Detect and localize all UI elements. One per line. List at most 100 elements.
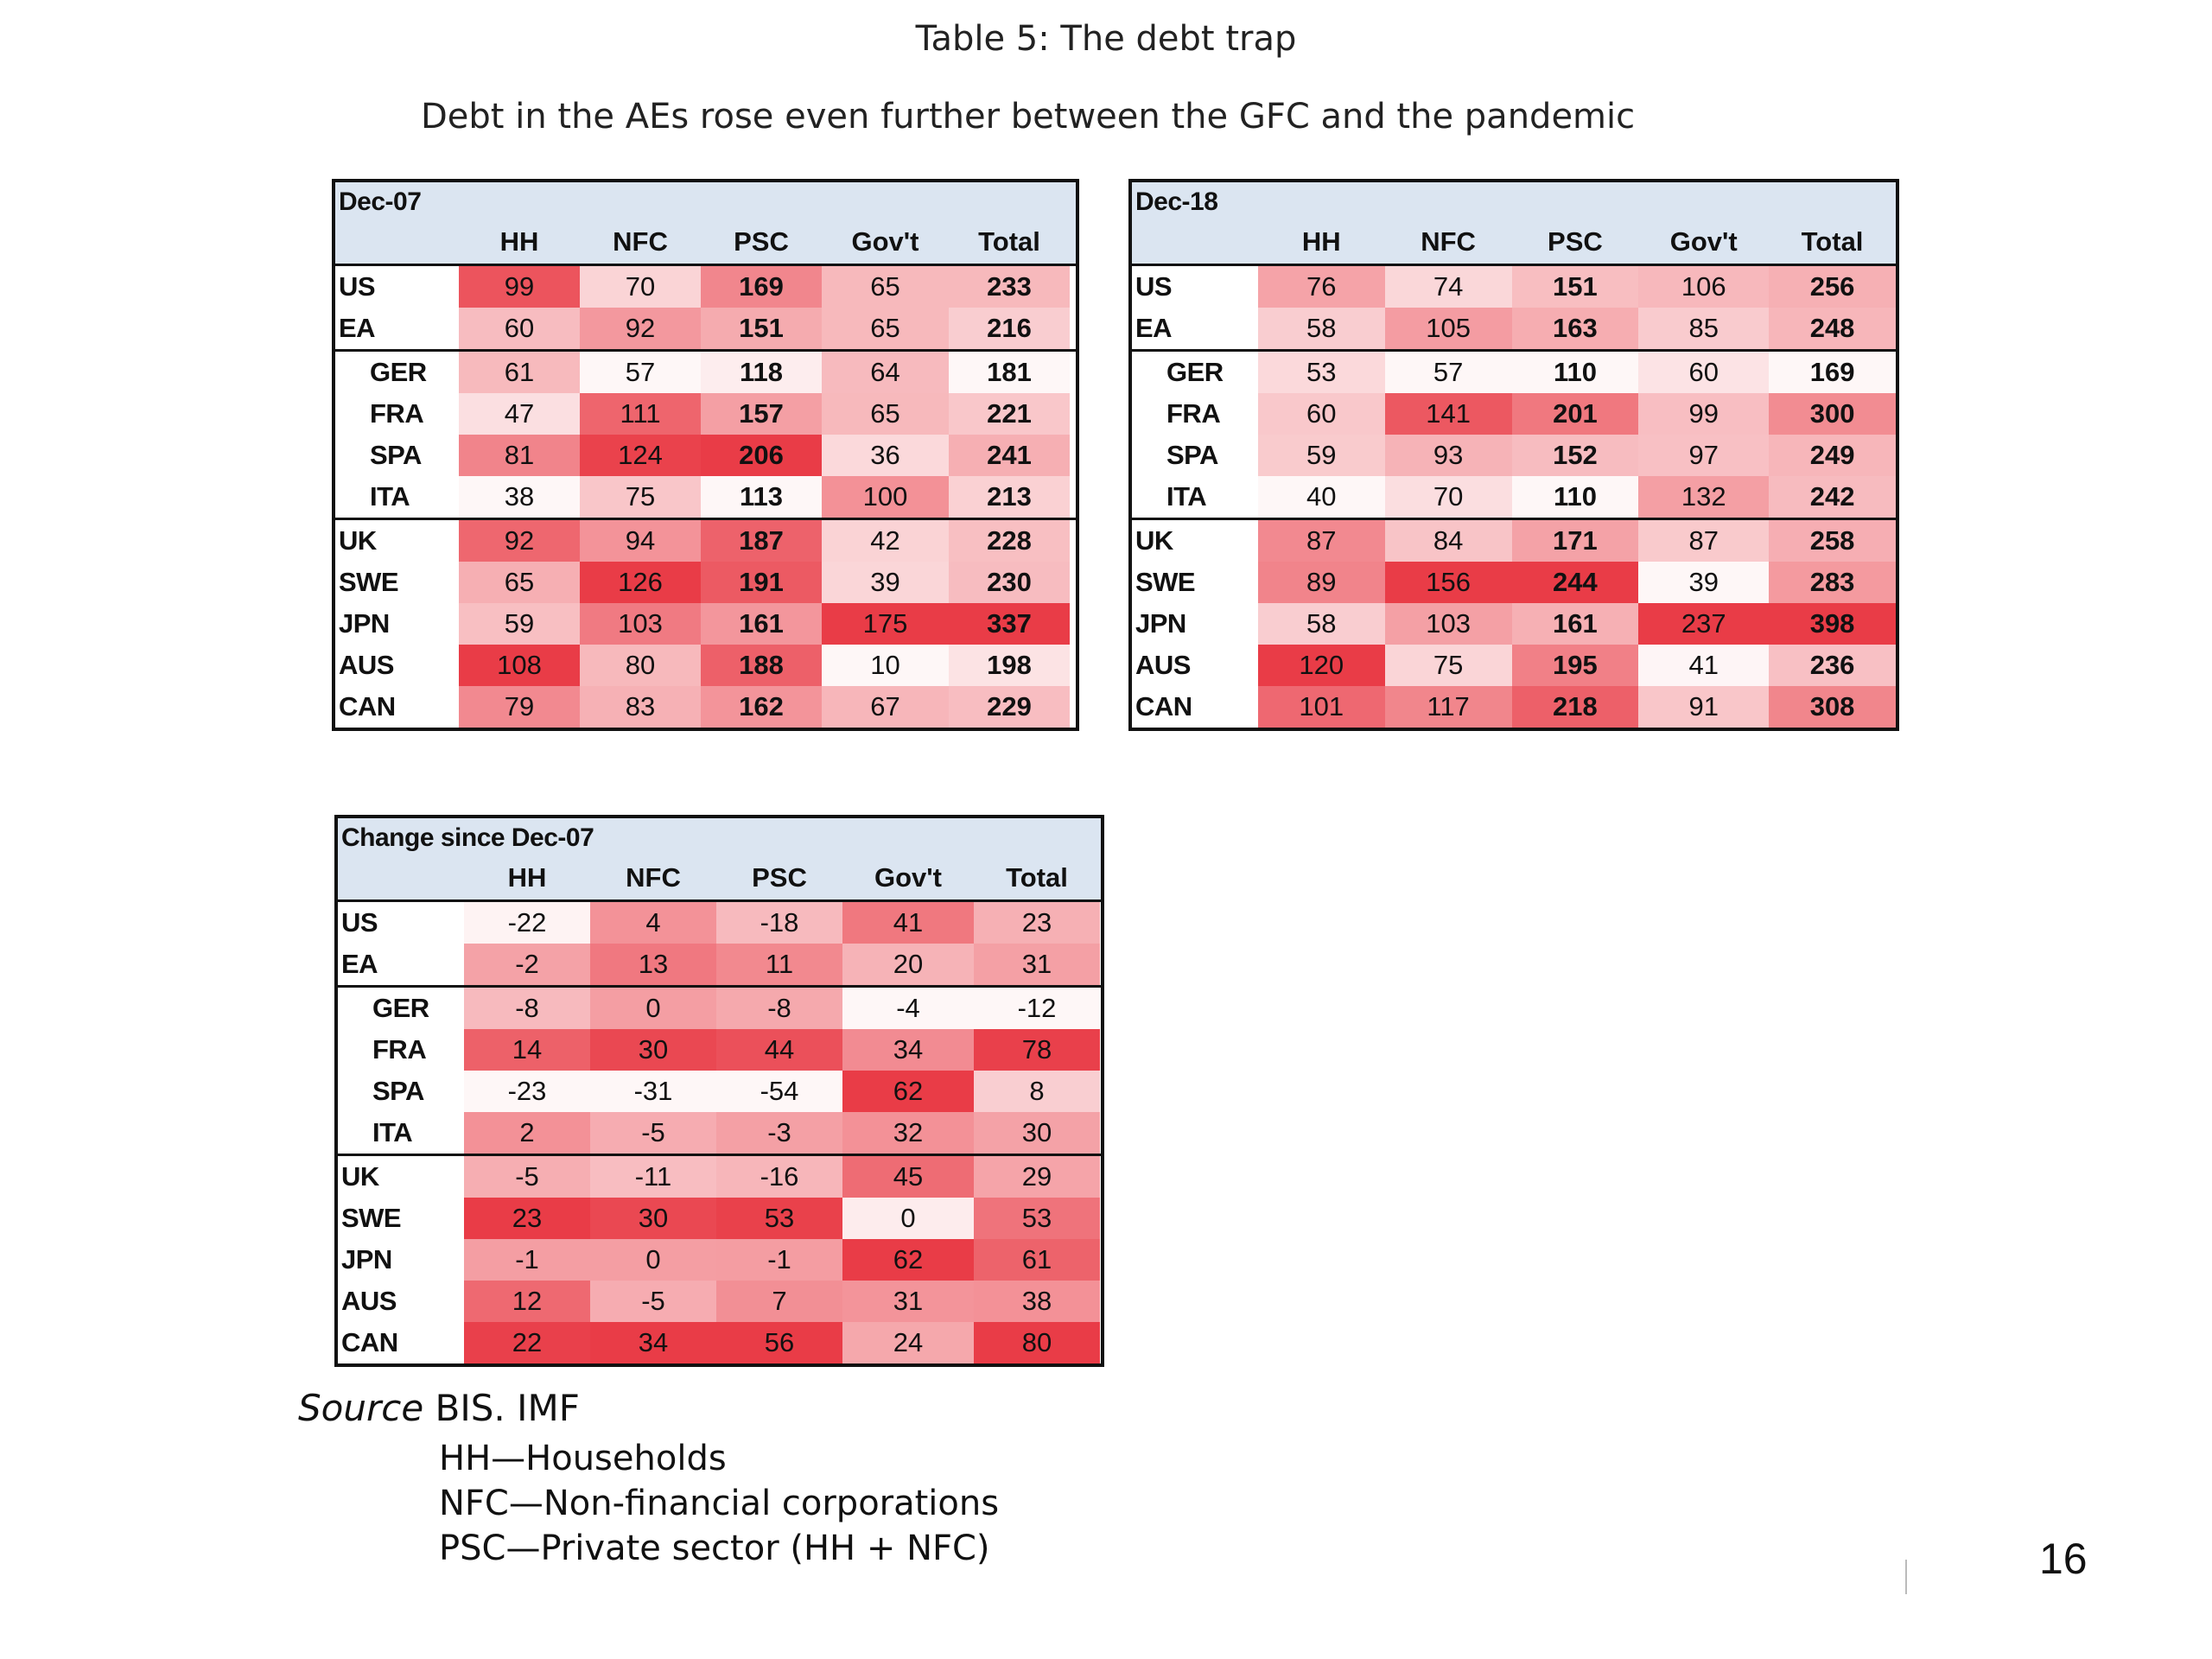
data-cell: 31 — [974, 944, 1100, 985]
data-cell: 110 — [1511, 476, 1639, 518]
data-cell: 256 — [1769, 266, 1896, 308]
table-row: SPA 81 124 206 36 241 — [335, 435, 1076, 476]
data-cell: 76 — [1257, 266, 1385, 308]
data-cell: 75 — [580, 476, 701, 518]
data-cell: -5 — [464, 1156, 590, 1198]
row-label: UK — [1135, 525, 1173, 556]
data-cell: 151 — [701, 308, 822, 349]
data-cell: 195 — [1511, 645, 1639, 686]
column-header: NFC — [626, 862, 681, 893]
data-cell: 60 — [1638, 352, 1770, 393]
data-cell: 58 — [1257, 603, 1385, 645]
data-cell: -3 — [716, 1112, 842, 1154]
data-cell: 233 — [949, 266, 1070, 308]
data-cell: 87 — [1638, 520, 1770, 562]
data-cell: 30 — [974, 1112, 1100, 1154]
table-row: EA 60 92 151 65 216 — [335, 308, 1076, 349]
data-cell: 44 — [716, 1029, 842, 1071]
table-row: JPN -1 0 -1 62 61 — [338, 1239, 1101, 1281]
table-row: US 76 74 151 106 256 — [1132, 266, 1896, 308]
table-row: SWE 89 156 244 39 283 — [1132, 562, 1896, 603]
data-cell: -5 — [590, 1281, 716, 1322]
data-cell: 83 — [580, 686, 701, 728]
data-cell: 110 — [1511, 352, 1639, 393]
data-cell: 32 — [842, 1112, 974, 1154]
data-cell: 398 — [1769, 603, 1896, 645]
data-cell: 100 — [822, 476, 949, 518]
legend-nfc: NFC—Non-financial corporations — [439, 1484, 1000, 1523]
row-label: UK — [341, 1161, 379, 1192]
data-cell: 300 — [1769, 393, 1897, 435]
table-row: EA 58 105 163 85 248 — [1132, 308, 1896, 349]
data-cell: 79 — [459, 686, 580, 728]
data-cell: 11 — [716, 944, 842, 985]
table-row: JPN 59 103 161 175 337 — [335, 603, 1076, 645]
data-cell: 162 — [701, 686, 822, 728]
data-cell: 241 — [949, 435, 1070, 476]
table-row: FRA 60 141 201 99 300 — [1132, 393, 1897, 435]
data-cell: 53 — [716, 1198, 842, 1239]
column-header: Gov't — [1669, 226, 1738, 257]
row-label: CAN — [1135, 691, 1192, 721]
data-cell: 161 — [701, 603, 822, 645]
data-cell: 75 — [1384, 645, 1512, 686]
data-cell: 70 — [580, 266, 701, 308]
data-cell: 23 — [974, 902, 1100, 944]
header-row: HH NFC PSC Gov't Total — [1132, 222, 1896, 266]
column-header: HH — [1301, 226, 1341, 257]
data-cell: 244 — [1511, 562, 1639, 603]
table-row: US -22 4 -18 41 23 — [338, 902, 1101, 944]
source-label: Source — [298, 1387, 424, 1429]
data-cell: 20 — [842, 944, 974, 985]
data-cell: 91 — [1638, 686, 1770, 728]
data-cell: 61 — [459, 352, 580, 393]
data-cell: 84 — [1384, 520, 1512, 562]
row-label: SWE — [341, 1203, 402, 1233]
data-cell: -54 — [716, 1071, 842, 1112]
data-cell: 60 — [1257, 393, 1385, 435]
table-row: GER -8 0 -8 -4 -12 — [338, 985, 1101, 1029]
data-cell: 80 — [580, 645, 701, 686]
data-cell: 7 — [716, 1281, 842, 1322]
row-label: UK — [339, 525, 377, 556]
column-header: NFC — [613, 226, 668, 257]
data-cell: 14 — [464, 1029, 590, 1071]
data-cell: -16 — [716, 1156, 842, 1198]
data-cell: 337 — [949, 603, 1070, 645]
table-row: UK -5 -11 -16 45 29 — [338, 1154, 1101, 1198]
data-cell: 216 — [949, 308, 1070, 349]
data-cell: 236 — [1769, 645, 1896, 686]
row-label: US — [339, 271, 376, 302]
page-number: 16 — [2039, 1535, 2088, 1583]
row-label: JPN — [341, 1244, 392, 1274]
row-label: ITA — [372, 1117, 413, 1147]
data-cell: 12 — [464, 1281, 590, 1322]
data-cell: 58 — [1257, 308, 1385, 349]
row-label: GER — [1166, 357, 1224, 387]
table-heading: Dec-07 — [335, 182, 1076, 222]
data-cell: 228 — [949, 520, 1070, 562]
legend-hh: HH—Households — [439, 1439, 727, 1478]
data-cell: 230 — [949, 562, 1070, 603]
table-row: SPA 59 93 152 97 249 — [1132, 435, 1897, 476]
data-cell: 81 — [459, 435, 580, 476]
table-row: SPA -23 -31 -54 62 8 — [338, 1071, 1101, 1112]
row-label: EA — [339, 313, 376, 343]
data-cell: 103 — [580, 603, 701, 645]
data-cell: 99 — [459, 266, 580, 308]
table-row: ITA 38 75 113 100 213 — [335, 476, 1076, 518]
data-cell: 181 — [949, 352, 1070, 393]
data-cell: 57 — [580, 352, 701, 393]
column-header: NFC — [1421, 226, 1476, 257]
data-cell: 41 — [1638, 645, 1770, 686]
table-row: SWE 23 30 53 0 53 — [338, 1198, 1101, 1239]
data-cell: 206 — [701, 435, 822, 476]
data-cell: 60 — [459, 308, 580, 349]
data-cell: -23 — [464, 1071, 590, 1112]
row-label: US — [1135, 271, 1173, 302]
data-cell: 0 — [590, 988, 716, 1029]
data-cell: 120 — [1257, 645, 1385, 686]
data-cell: 126 — [580, 562, 701, 603]
data-cell: 67 — [822, 686, 949, 728]
data-cell: 56 — [716, 1322, 842, 1363]
